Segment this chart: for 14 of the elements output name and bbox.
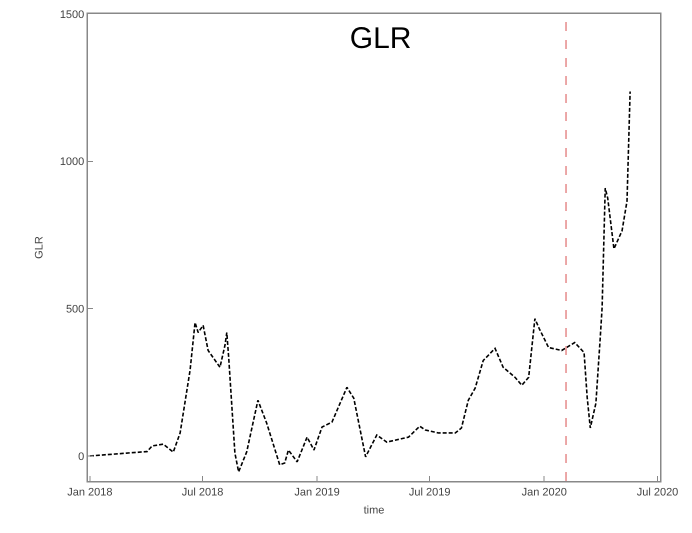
- x-tick-label: Jul 2020: [636, 486, 678, 499]
- line-series: [89, 90, 631, 473]
- x-tick-label: Jan 2020: [522, 486, 567, 499]
- x-tick-label: Jan 2018: [67, 486, 113, 499]
- y-tick-label: 1000: [60, 156, 84, 168]
- x-tick-label: Jan 2019: [294, 486, 340, 499]
- x-axis-title: time: [364, 504, 384, 517]
- y-tick-label: 500: [66, 303, 84, 316]
- y-axis-title: GLR: [34, 236, 46, 259]
- x-tick-label: Jul 2018: [182, 486, 224, 499]
- x-tick-label: Jul 2019: [408, 486, 451, 499]
- chart-title: GLR: [350, 22, 412, 55]
- y-tick-label: 1500: [60, 8, 84, 21]
- y-tick-label: 0: [78, 450, 84, 463]
